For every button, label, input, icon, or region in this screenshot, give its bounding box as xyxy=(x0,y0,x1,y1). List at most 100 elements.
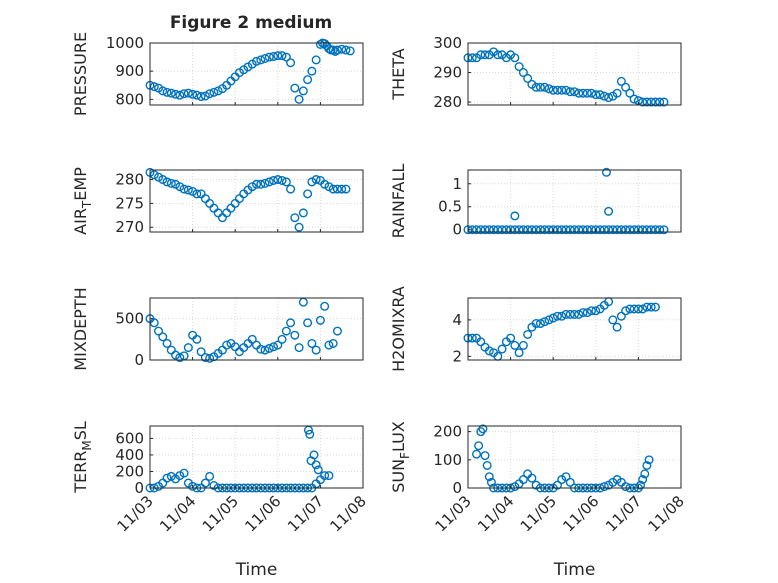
data-point xyxy=(166,178,176,188)
data-point xyxy=(260,54,270,64)
data-point xyxy=(260,345,270,355)
data-point xyxy=(506,333,516,343)
data-point xyxy=(305,429,315,439)
data-point xyxy=(621,82,631,92)
series-markers xyxy=(463,47,669,107)
data-point xyxy=(552,311,562,321)
data-point xyxy=(557,85,567,95)
data-point xyxy=(273,51,283,61)
data-point xyxy=(188,89,198,99)
data-point xyxy=(171,89,181,99)
data-point xyxy=(561,225,571,235)
data-point xyxy=(621,306,631,316)
data-point xyxy=(484,346,494,356)
data-point xyxy=(540,317,550,327)
data-point xyxy=(650,302,660,312)
x-tick-label: 11/03 xyxy=(114,492,157,535)
data-point xyxy=(601,167,611,177)
data-point xyxy=(324,340,334,350)
data-point xyxy=(332,326,342,336)
data-point xyxy=(311,345,321,355)
data-point xyxy=(518,340,528,350)
data-point xyxy=(514,225,524,235)
data-point xyxy=(472,449,482,459)
data-point xyxy=(599,225,609,235)
data-point xyxy=(209,87,219,97)
y-tick-label: 290 xyxy=(433,64,462,82)
data-point xyxy=(574,225,584,235)
axes-frame xyxy=(149,169,364,233)
data-point xyxy=(256,344,266,354)
data-point xyxy=(222,340,232,350)
data-point xyxy=(183,185,193,195)
data-point xyxy=(510,340,520,350)
data-point xyxy=(179,89,189,99)
y-tick-label: 0 xyxy=(452,479,462,497)
data-point xyxy=(273,175,283,185)
data-point xyxy=(175,353,185,363)
subplot-4: 0 0.5 1 RAINFALL xyxy=(389,164,682,239)
data-point xyxy=(510,211,520,221)
y-tick-label: 280 xyxy=(433,93,462,111)
data-point xyxy=(311,175,321,185)
data-point xyxy=(472,225,482,235)
data-point xyxy=(544,315,554,325)
data-point xyxy=(531,82,541,92)
axes-frame xyxy=(149,42,364,106)
data-point xyxy=(286,184,296,194)
data-point xyxy=(638,475,648,485)
data-point xyxy=(269,342,279,352)
data-point xyxy=(264,343,274,353)
y-tick-label: 4 xyxy=(452,311,462,329)
data-point xyxy=(497,225,507,235)
series-markers xyxy=(145,297,342,363)
data-point xyxy=(332,45,342,55)
data-point xyxy=(540,225,550,235)
data-point xyxy=(251,56,261,66)
data-point xyxy=(535,319,545,329)
data-point xyxy=(328,45,338,55)
axes-background xyxy=(149,169,364,233)
x-tick-label: 11/07 xyxy=(284,492,327,535)
data-point xyxy=(179,184,189,194)
data-point xyxy=(629,94,639,104)
data-point xyxy=(642,460,652,470)
data-point xyxy=(523,329,533,339)
data-point xyxy=(192,334,202,344)
y-axis-label: AIRTEMP xyxy=(71,167,94,235)
x-tick-label: 11/06 xyxy=(559,492,602,535)
data-point xyxy=(311,460,321,470)
data-point xyxy=(616,76,626,86)
y-axis-label: SUNFLUX xyxy=(389,421,412,493)
axes-frame xyxy=(467,425,682,489)
data-point xyxy=(277,51,287,61)
y-tick-label: 100 xyxy=(433,451,462,469)
data-point xyxy=(303,318,313,328)
x-tick-label: 11/05 xyxy=(199,492,242,535)
data-point xyxy=(286,318,296,328)
data-point xyxy=(474,441,484,451)
data-point xyxy=(544,84,554,94)
data-point xyxy=(290,330,300,340)
y-tick-label: 200 xyxy=(115,462,144,480)
axes-background xyxy=(467,42,682,106)
data-point xyxy=(518,68,528,78)
data-point xyxy=(599,482,609,492)
data-point xyxy=(612,88,622,98)
data-point xyxy=(644,455,654,465)
data-point xyxy=(642,302,652,312)
data-point xyxy=(655,225,665,235)
data-point xyxy=(332,184,342,194)
data-point xyxy=(175,90,185,100)
data-point xyxy=(640,469,650,479)
axes-background xyxy=(467,169,682,233)
data-point xyxy=(183,88,193,98)
data-point xyxy=(578,308,588,318)
data-point xyxy=(604,225,614,235)
data-point xyxy=(290,83,300,93)
data-point xyxy=(582,225,592,235)
data-point xyxy=(591,306,601,316)
data-point xyxy=(612,322,622,332)
x-tick-label: 11/04 xyxy=(474,492,517,535)
data-point xyxy=(247,334,257,344)
